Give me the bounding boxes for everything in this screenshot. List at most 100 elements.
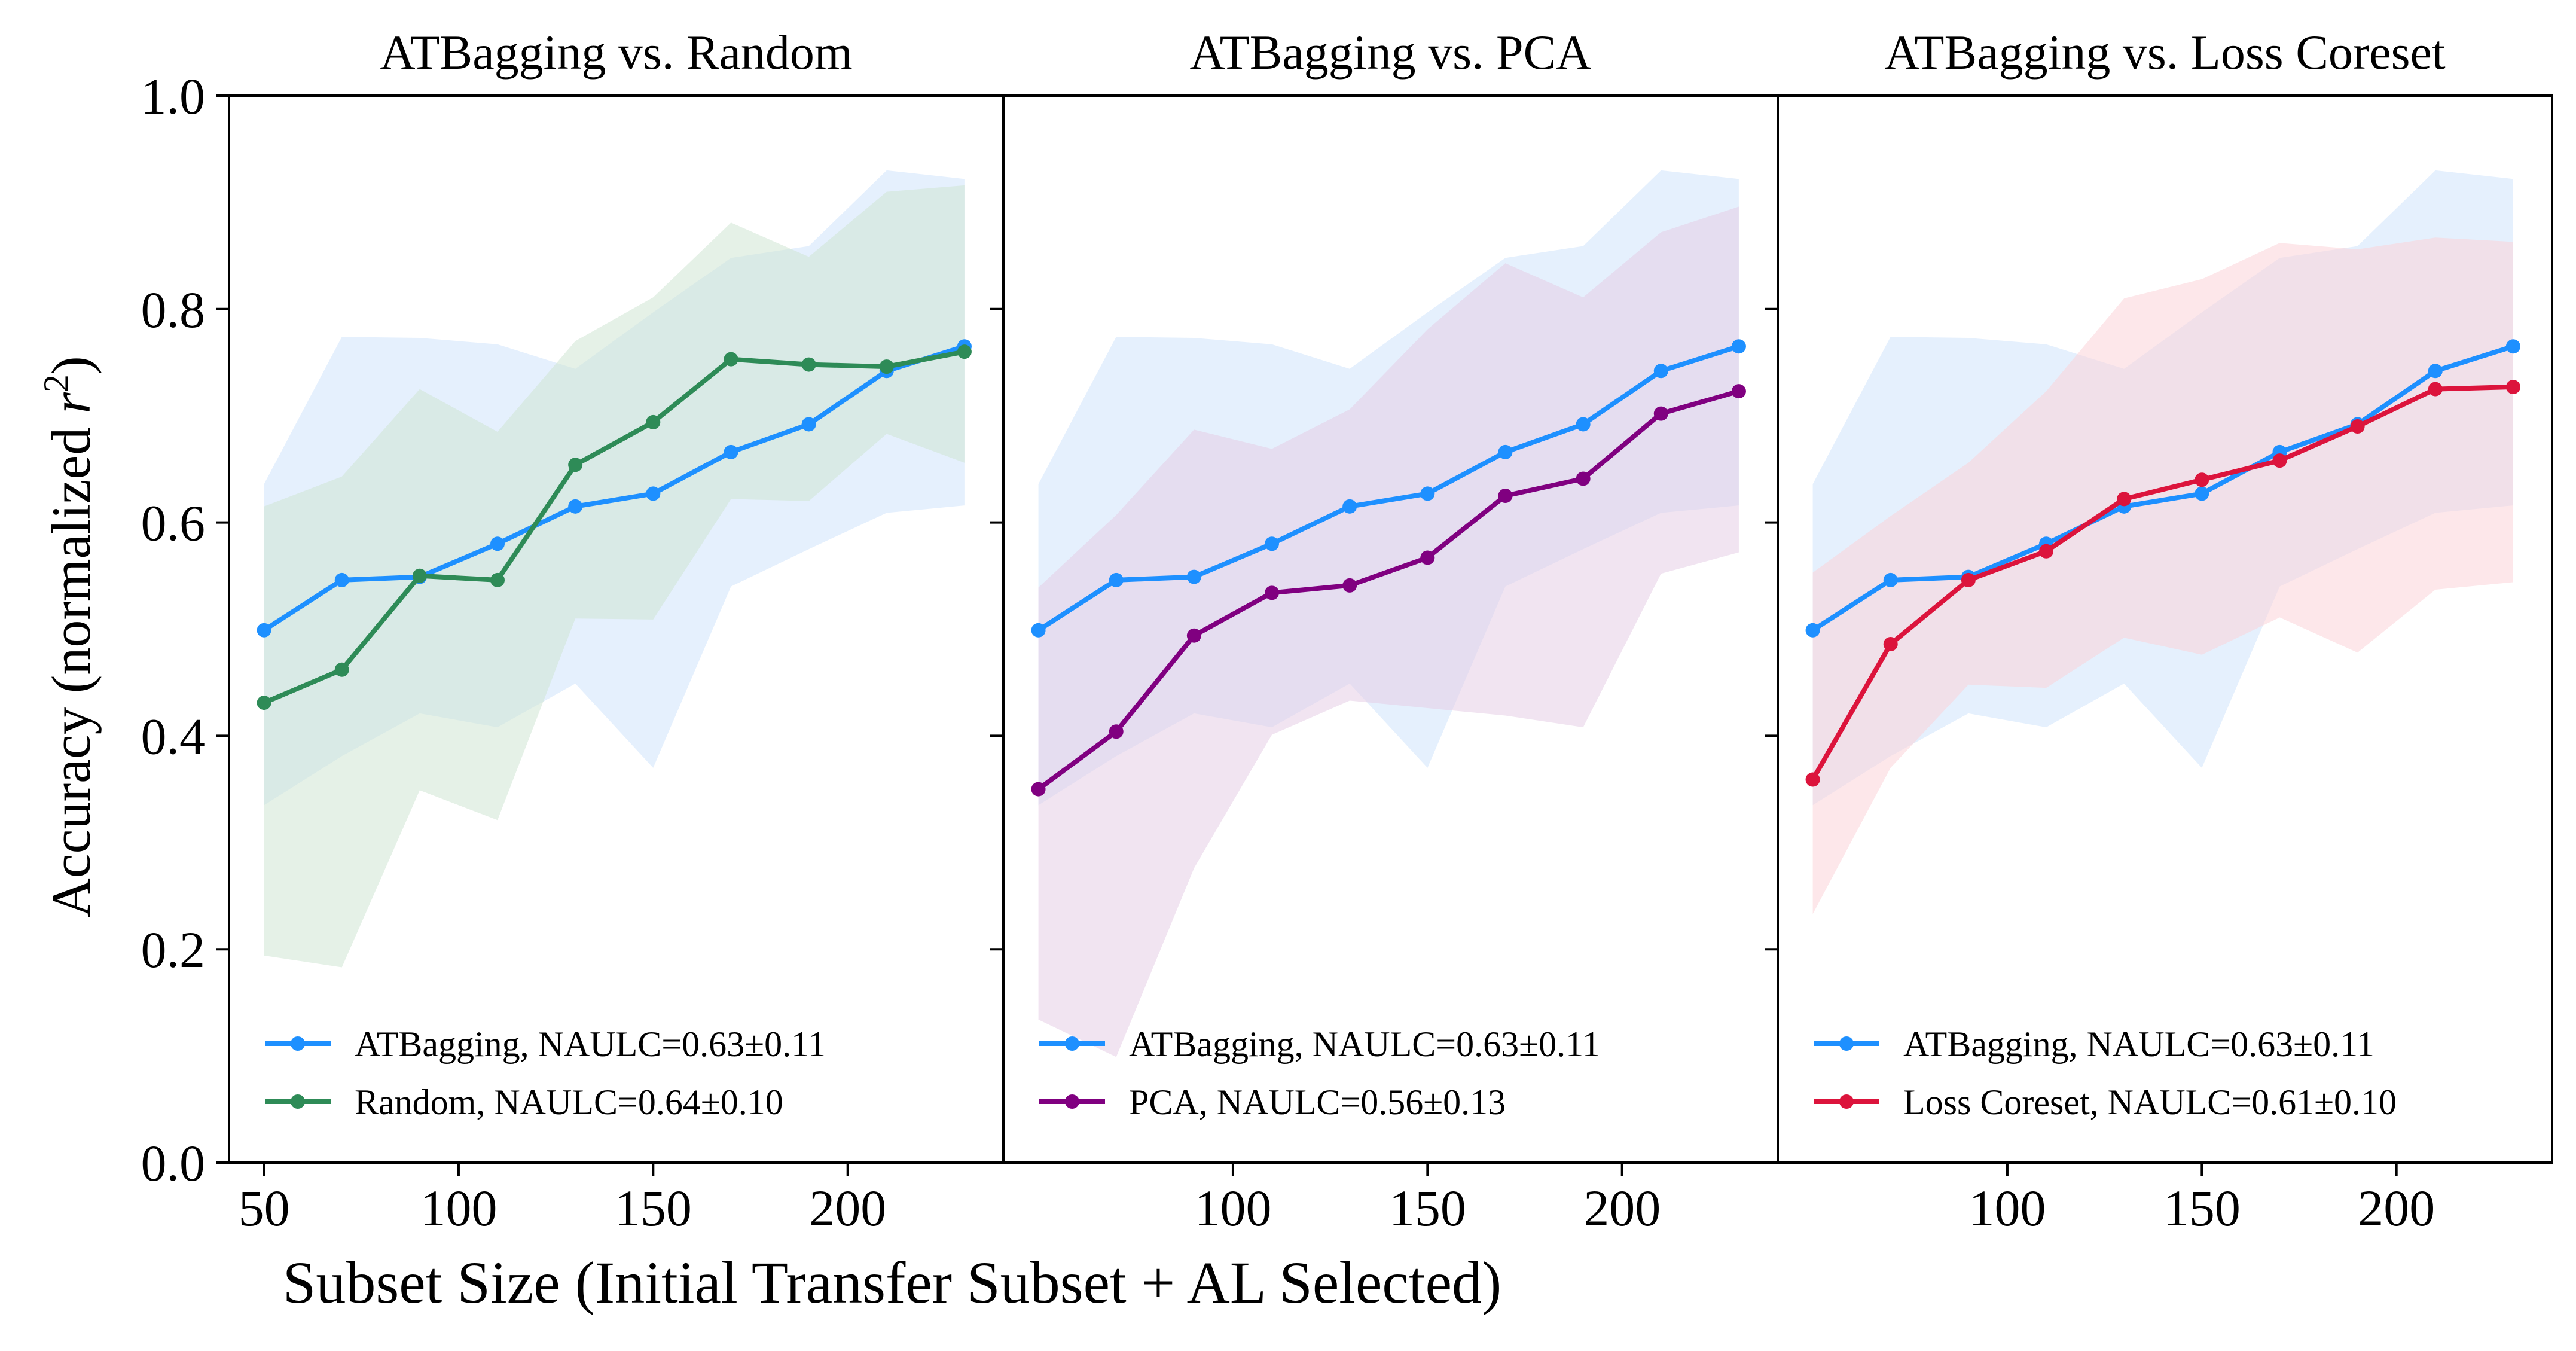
- legend-marker-loss-coreset: [1839, 1094, 1854, 1109]
- line-loss-coreset: [1811, 385, 2514, 781]
- x-tick-label: 50: [239, 1179, 290, 1237]
- legend-label-atbagging: ATBagging, NAULC=0.63±0.11: [355, 1024, 826, 1064]
- point-random: [334, 662, 349, 677]
- point-pca: [1265, 585, 1280, 600]
- y-tick-label: 0.0: [141, 1135, 206, 1192]
- x-tick-label: 100: [1194, 1179, 1271, 1237]
- y-axis-label-end: ): [41, 356, 102, 374]
- band-loss-coreset: [1812, 237, 2513, 914]
- chart-title: ATBagging vs. PCA: [1189, 25, 1591, 80]
- point-pca: [1498, 489, 1513, 503]
- x-tick-label: 150: [615, 1179, 692, 1237]
- line-random: [263, 349, 965, 705]
- legend-label-loss-coreset: Loss Coreset, NAULC=0.61±0.10: [1903, 1082, 2397, 1122]
- x-axis-label: Subset Size (Initial Transfer Subset + A…: [283, 1249, 1502, 1316]
- y-axis-label-sup: 2: [36, 374, 76, 392]
- point-random: [257, 696, 271, 710]
- point-pca: [1109, 724, 1124, 739]
- x-tick-label: 200: [1583, 1179, 1661, 1237]
- point-loss-coreset: [2117, 492, 2132, 507]
- point-atbagging: [1342, 499, 1357, 514]
- point-random: [801, 357, 816, 372]
- point-atbagging: [646, 486, 661, 501]
- point-atbagging: [568, 499, 583, 514]
- chart-panel-3: ATBagging vs. Loss Coreset 100 150 200 ATBag…: [1765, 25, 2553, 1237]
- point-atbagging: [1265, 536, 1280, 551]
- x-tick-label: 100: [1968, 1179, 2046, 1237]
- y-tick-label: 1.0: [141, 68, 206, 125]
- y-tick-label: 0.4: [141, 707, 206, 765]
- y-axis-label-var: r: [41, 392, 102, 414]
- point-atbagging: [1731, 339, 1746, 354]
- point-random: [879, 359, 894, 374]
- line-atbagging: [1037, 344, 1740, 633]
- line-pca: [1037, 389, 1740, 791]
- point-loss-coreset: [2350, 419, 2365, 434]
- x-tick-label: 150: [2163, 1179, 2241, 1237]
- chart-title: ATBagging vs. Random: [380, 25, 852, 80]
- point-atbagging: [1031, 623, 1046, 638]
- point-atbagging: [801, 417, 816, 432]
- chart-panel-1: ATBagging vs. Random 0.0 0.2 0.4 0.6 0.8 1.0 50…: [141, 25, 1005, 1237]
- point-pca: [1031, 782, 1046, 797]
- x-tick-label: 150: [1389, 1179, 1466, 1237]
- point-random: [568, 458, 583, 472]
- point-loss-coreset: [2428, 382, 2443, 397]
- point-atbagging: [724, 444, 738, 459]
- point-pca: [1653, 406, 1668, 421]
- point-loss-coreset: [1883, 636, 1898, 651]
- point-pca: [1731, 384, 1746, 399]
- axes-frame: [1777, 94, 2553, 1164]
- point-pca: [1576, 471, 1591, 486]
- y-axis-label-main: Accuracy (normalized: [41, 414, 102, 918]
- legend-label-random: Random, NAULC=0.64±0.10: [355, 1082, 783, 1122]
- point-random: [957, 344, 972, 359]
- x-tick-label: 100: [420, 1179, 497, 1237]
- point-pca: [1186, 628, 1201, 643]
- y-tick-label: 0.6: [141, 495, 206, 552]
- panels: ATBagging vs. Random 0.0 0.2 0.4 0.6 0.8 1.0 50…: [141, 25, 2553, 1237]
- point-atbagging: [2428, 364, 2443, 379]
- point-atbagging: [257, 623, 271, 638]
- point-random: [724, 352, 738, 367]
- point-loss-coreset: [1805, 772, 1820, 787]
- legend-marker-atbagging: [291, 1036, 305, 1051]
- point-pca: [1420, 550, 1435, 565]
- point-atbagging: [334, 572, 349, 587]
- y-tick-label: 0.8: [141, 281, 206, 338]
- point-loss-coreset: [2195, 472, 2209, 487]
- legend-label-atbagging: ATBagging, NAULC=0.63±0.11: [1903, 1024, 2374, 1064]
- x-tick-label: 200: [2358, 1179, 2435, 1237]
- band-random: [264, 185, 965, 968]
- point-atbagging: [2195, 486, 2209, 501]
- legend-marker-pca: [1065, 1094, 1079, 1109]
- chart-panel-2: ATBagging vs. PCA 100 150 200 ATBagging, NAU…: [990, 25, 1779, 1237]
- legend-label-atbagging: ATBagging, NAULC=0.63±0.11: [1129, 1024, 1600, 1064]
- point-atbagging: [1883, 572, 1898, 587]
- point-loss-coreset: [1961, 572, 1976, 587]
- point-loss-coreset: [2039, 544, 2054, 559]
- line-atbagging: [1811, 344, 2514, 633]
- x-tick-label: 200: [809, 1179, 886, 1237]
- point-random: [490, 572, 505, 587]
- line-atbagging: [263, 344, 966, 633]
- point-atbagging: [1576, 417, 1591, 432]
- point-atbagging: [1653, 364, 1668, 379]
- point-atbagging: [1420, 486, 1435, 501]
- y-tick-label: 0.2: [141, 921, 206, 978]
- point-atbagging: [1109, 572, 1124, 587]
- point-atbagging: [1498, 444, 1513, 459]
- point-loss-coreset: [2505, 380, 2520, 395]
- legend-label-pca: PCA, NAULC=0.56±0.13: [1129, 1082, 1506, 1122]
- chart-title: ATBagging vs. Loss Coreset: [1884, 25, 2446, 80]
- y-axis-label: Accuracy (normalized r2): [36, 356, 102, 917]
- point-pca: [1342, 578, 1357, 593]
- point-atbagging: [1805, 623, 1820, 638]
- point-random: [412, 568, 427, 583]
- point-atbagging: [1186, 569, 1201, 584]
- point-loss-coreset: [2272, 453, 2287, 468]
- legend-marker-atbagging: [1065, 1036, 1079, 1051]
- legend-marker-random: [291, 1094, 305, 1109]
- legend-marker-atbagging: [1839, 1036, 1854, 1051]
